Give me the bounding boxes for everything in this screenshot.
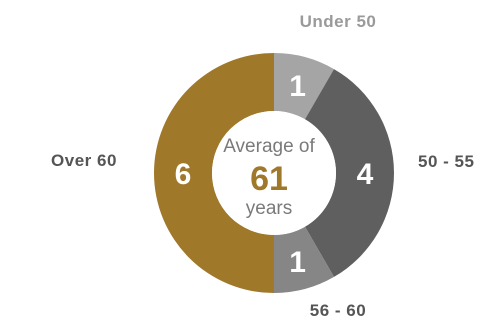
center-line-1: Average of [223, 136, 315, 157]
slice-50-55 [305, 69, 394, 277]
center-average-value: 61 [250, 160, 288, 198]
category-label-50-55: 50 - 55 [418, 152, 474, 171]
slice-under-50 [274, 53, 334, 120]
category-labels-group: Under 50 50 - 55 56 - 60 Over 60 [51, 12, 474, 320]
center-line-2: years [246, 198, 292, 219]
category-label-over-60: Over 60 [51, 151, 117, 170]
donut-hole [212, 111, 336, 235]
slice-56-60 [274, 226, 334, 293]
category-label-56-60: 56 - 60 [310, 301, 366, 320]
slice-value-over-60: 6 [175, 158, 192, 191]
slice-values-group: 1 4 1 6 [175, 70, 374, 279]
slice-over-60 [154, 53, 274, 293]
slice-value-50-55: 4 [357, 158, 374, 191]
category-label-under-50: Under 50 [300, 12, 377, 31]
slices-group [154, 53, 394, 293]
slice-value-56-60: 1 [289, 246, 306, 279]
slice-value-under-50: 1 [289, 70, 306, 103]
